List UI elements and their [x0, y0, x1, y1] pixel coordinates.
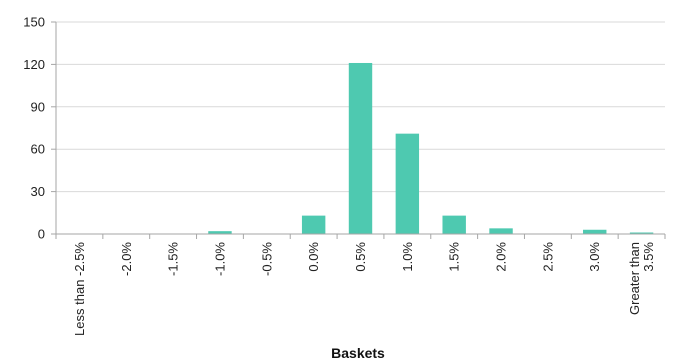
x-tick-label: 2.5% [540, 242, 555, 272]
bar [348, 62, 373, 235]
x-tick-label-text: 3.5% [641, 242, 656, 272]
x-tick-label-text: 0.5% [353, 242, 368, 272]
y-tick-label: 0 [38, 227, 45, 242]
y-tick-label: 90 [31, 99, 45, 114]
x-tick-label: 0.0% [306, 242, 321, 272]
x-tick-label-text: 1.5% [447, 242, 462, 272]
x-tick-label-text: Greater than [627, 242, 642, 315]
x-tick-label: 1.0% [400, 242, 415, 272]
bars [208, 62, 654, 235]
x-tick-label-text: 1.0% [400, 242, 415, 272]
y-tick-label: 120 [23, 57, 45, 72]
x-tick-label-text: -1.0% [212, 242, 227, 276]
y-tick-label: 150 [23, 15, 45, 30]
x-tick-label-text: 2.0% [494, 242, 509, 272]
x-tick-label-text: 0.0% [306, 242, 321, 272]
bar [208, 231, 232, 234]
x-tick-label: 1.5% [447, 242, 462, 272]
x-tick-label: Greater than 3.5% [627, 242, 656, 315]
x-tick-labels: Less than -2.5% -2.0% -1.5% -1.0% -0.5% 0.0% 0… [72, 242, 656, 336]
x-tick-label: -1.5% [166, 242, 181, 276]
x-tick-label-text: Less than -2.5% [72, 242, 87, 336]
axes [55, 22, 666, 239]
bar [629, 232, 654, 234]
x-tick-label: -0.5% [259, 242, 274, 276]
bar [489, 228, 513, 234]
bar [583, 229, 607, 234]
y-tick-label: 30 [31, 184, 45, 199]
x-tick-label-text: 2.5% [540, 242, 555, 272]
bar [301, 215, 326, 234]
x-tick-label-text: -0.5% [259, 242, 274, 276]
x-tick-label: 3.0% [587, 242, 602, 272]
x-axis-title: Baskets [331, 345, 385, 361]
x-tick-label: -1.0% [212, 242, 227, 276]
x-tick-label-text: -2.0% [119, 242, 134, 276]
bar [395, 133, 420, 234]
x-tick-label: -2.0% [119, 242, 134, 276]
y-tick-labels: 0 30 60 90 120 150 [23, 15, 45, 242]
x-tick-label: Less than -2.5% [72, 242, 87, 336]
x-tick-label: 2.0% [494, 242, 509, 272]
y-tick-label: 60 [31, 142, 45, 157]
x-tick-label-text: 3.0% [587, 242, 602, 272]
bar [442, 215, 466, 234]
x-tick-label: 0.5% [353, 242, 368, 272]
x-tick-label-text: -1.5% [166, 242, 181, 276]
